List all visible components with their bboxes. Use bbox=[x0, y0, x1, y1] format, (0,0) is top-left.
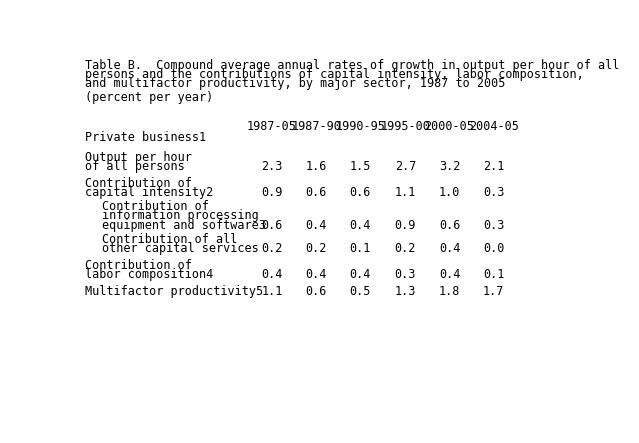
Text: 0.4: 0.4 bbox=[305, 268, 327, 281]
Text: 1990-95: 1990-95 bbox=[335, 120, 385, 133]
Text: 1.5: 1.5 bbox=[350, 160, 371, 173]
Text: 0.5: 0.5 bbox=[350, 285, 371, 298]
Text: Contribution of: Contribution of bbox=[85, 177, 192, 190]
Text: 0.3: 0.3 bbox=[483, 219, 504, 232]
Text: persons and the contributions of capital intensity, labor composition,: persons and the contributions of capital… bbox=[85, 68, 584, 81]
Text: 0.4: 0.4 bbox=[350, 268, 371, 281]
Text: 0.6: 0.6 bbox=[305, 285, 327, 298]
Text: 2004-05: 2004-05 bbox=[469, 120, 519, 133]
Text: (percent per year): (percent per year) bbox=[85, 91, 213, 104]
Text: 0.9: 0.9 bbox=[395, 219, 416, 232]
Text: 3.2: 3.2 bbox=[439, 160, 460, 173]
Text: 0.1: 0.1 bbox=[350, 242, 371, 255]
Text: of all persons: of all persons bbox=[85, 160, 185, 173]
Text: 1.1: 1.1 bbox=[261, 285, 283, 298]
Text: 0.4: 0.4 bbox=[439, 242, 460, 255]
Text: 0.4: 0.4 bbox=[439, 268, 460, 281]
Text: Output per hour: Output per hour bbox=[85, 151, 192, 164]
Text: information processing: information processing bbox=[102, 210, 259, 222]
Text: Private business1: Private business1 bbox=[85, 131, 206, 144]
Text: 0.2: 0.2 bbox=[261, 242, 283, 255]
Text: 2.7: 2.7 bbox=[395, 160, 416, 173]
Text: capital intensity2: capital intensity2 bbox=[85, 187, 213, 199]
Text: 0.6: 0.6 bbox=[261, 219, 283, 232]
Text: Contribution of all: Contribution of all bbox=[102, 233, 238, 245]
Text: equipment and software3: equipment and software3 bbox=[102, 219, 266, 232]
Text: 1.0: 1.0 bbox=[439, 187, 460, 199]
Text: Contribution of: Contribution of bbox=[102, 200, 209, 213]
Text: 0.9: 0.9 bbox=[261, 187, 283, 199]
Text: 1987-90: 1987-90 bbox=[291, 120, 341, 133]
Text: 1.6: 1.6 bbox=[305, 160, 327, 173]
Text: other capital services: other capital services bbox=[102, 242, 259, 255]
Text: 1.1: 1.1 bbox=[395, 187, 416, 199]
Text: 0.2: 0.2 bbox=[395, 242, 416, 255]
Text: 0.4: 0.4 bbox=[350, 219, 371, 232]
Text: 1.7: 1.7 bbox=[483, 285, 504, 298]
Text: 2000-05: 2000-05 bbox=[424, 120, 475, 133]
Text: 2.1: 2.1 bbox=[483, 160, 504, 173]
Text: 0.2: 0.2 bbox=[305, 242, 327, 255]
Text: Contribution of: Contribution of bbox=[85, 259, 192, 272]
Text: Multifactor productivity5: Multifactor productivity5 bbox=[85, 285, 263, 298]
Text: 1995-00: 1995-00 bbox=[380, 120, 430, 133]
Text: 1987-05: 1987-05 bbox=[247, 120, 297, 133]
Text: 0.0: 0.0 bbox=[483, 242, 504, 255]
Text: 0.6: 0.6 bbox=[305, 187, 327, 199]
Text: 0.3: 0.3 bbox=[483, 187, 504, 199]
Text: 0.4: 0.4 bbox=[305, 219, 327, 232]
Text: 1.8: 1.8 bbox=[439, 285, 460, 298]
Text: 0.6: 0.6 bbox=[439, 219, 460, 232]
Text: Table B.  Compound average annual rates of growth in output per hour of all: Table B. Compound average annual rates o… bbox=[85, 58, 620, 72]
Text: 0.6: 0.6 bbox=[350, 187, 371, 199]
Text: labor composition4: labor composition4 bbox=[85, 268, 213, 281]
Text: and multifactor productivity, by major sector, 1987 to 2005: and multifactor productivity, by major s… bbox=[85, 77, 505, 90]
Text: 0.3: 0.3 bbox=[395, 268, 416, 281]
Text: 0.1: 0.1 bbox=[483, 268, 504, 281]
Text: 1.3: 1.3 bbox=[395, 285, 416, 298]
Text: 2.3: 2.3 bbox=[261, 160, 283, 173]
Text: 0.4: 0.4 bbox=[261, 268, 283, 281]
